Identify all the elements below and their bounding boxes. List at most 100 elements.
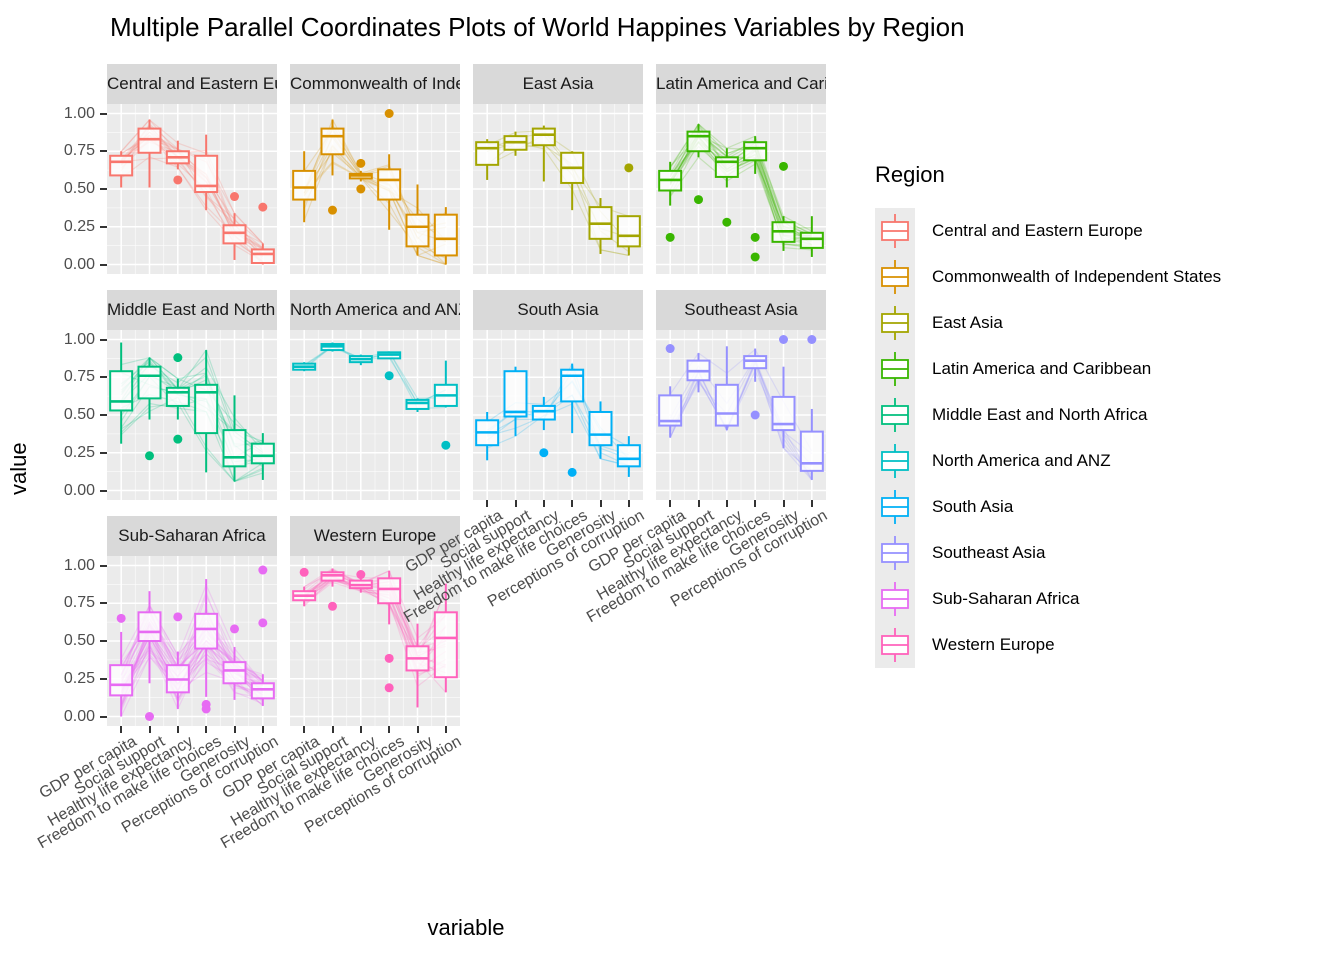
y-tick-label: 0.25 [63, 217, 95, 235]
parallel-coordinate-line [303, 577, 447, 688]
outlier-point [750, 410, 760, 420]
facet-strip-label: Middle East and North Africa [107, 300, 277, 319]
outlier-point [116, 613, 126, 623]
x-tick-mark [359, 726, 362, 733]
x-tick-mark [627, 500, 630, 507]
facet-strip-sub-saharan-africa: Sub-Saharan Africa [107, 516, 277, 556]
boxplot-box [194, 612, 219, 650]
x-tick-mark [444, 726, 447, 733]
y-tick-mark [100, 489, 107, 492]
boxplot-box [616, 215, 641, 248]
x-tick-mark [261, 726, 264, 733]
parallel-coordinate-line [120, 655, 264, 717]
parallel-coordinate-line [303, 162, 447, 266]
x-tick-mark [571, 500, 574, 507]
x-tick-mark [810, 500, 813, 507]
facet-strip-label: Commonwealth of Independent States [290, 74, 460, 93]
facet-panel-commonwealth-of-independent-states [290, 104, 460, 274]
parallel-coordinate-line [486, 394, 629, 466]
legend-entry-north-america-and-anz: North America and ANZ [875, 438, 1221, 484]
y-tick-mark [100, 564, 107, 567]
facet-panel-middle-east-and-north-africa [107, 330, 277, 500]
legend-label: Middle East and North Africa [932, 405, 1148, 424]
facet-strip-label: South Asia [517, 300, 599, 319]
outlier-point [539, 448, 549, 458]
y-tick-label: 0.75 [63, 142, 95, 160]
legend-key [875, 208, 915, 254]
outlier-point [665, 344, 675, 354]
legend-entry-south-asia: South Asia [875, 484, 1221, 530]
parallel-coordinate-line [669, 357, 813, 481]
y-tick-label: 1.00 [63, 556, 95, 574]
parallel-coordinate-line [669, 361, 813, 481]
legend-label: Sub-Saharan Africa [932, 589, 1080, 608]
outlier-point [384, 683, 394, 693]
parallel-coordinate-line [303, 148, 447, 257]
outlier-point [173, 612, 183, 622]
y-tick-label: 1.00 [63, 104, 95, 122]
x-tick-mark [542, 500, 545, 507]
legend-key [875, 438, 915, 484]
boxplot-box [503, 370, 528, 418]
boxplot-box [560, 368, 585, 403]
boxplot-box [433, 611, 458, 679]
boxplot-key-icon [881, 352, 909, 386]
legend-entry-sub-saharan-africa: Sub-Saharan Africa [875, 576, 1221, 622]
boxplot-box [588, 410, 613, 447]
outlier-point [356, 158, 366, 168]
boxplot-box [714, 383, 739, 427]
outlier-point [624, 163, 634, 173]
boxplot-box [137, 365, 162, 400]
legend-label: Latin America and Caribbean [932, 359, 1152, 378]
facet-strip-label: Southeast Asia [684, 300, 798, 319]
x-tick-mark [599, 500, 602, 507]
facet-strip-central-and-eastern-europe: Central and Eastern Europe [107, 64, 277, 104]
outlier-point [665, 232, 675, 242]
outlier-point [201, 704, 211, 714]
y-tick-mark [100, 263, 107, 266]
x-tick-mark [148, 726, 151, 733]
boxplot-box [109, 154, 134, 177]
x-tick-mark [782, 500, 785, 507]
boxplot-box [250, 442, 275, 465]
x-tick-mark [233, 726, 236, 733]
parallel-coordinate-line [120, 396, 264, 483]
x-tick-mark [205, 726, 208, 733]
boxplot-box [222, 224, 247, 245]
legend-entry-commonwealth-of-independent-states: Commonwealth of Independent States [875, 254, 1221, 300]
legend-entry-east-asia: East Asia [875, 300, 1221, 346]
legend-label: North America and ANZ [932, 451, 1111, 470]
parallel-coordinate-line [669, 368, 813, 467]
y-tick-label: 0.75 [63, 368, 95, 386]
legend-key [875, 392, 915, 438]
outlier-point [230, 624, 239, 634]
y-tick-mark [100, 677, 107, 680]
y-tick-mark [100, 451, 107, 454]
parallel-coordinate-line [487, 403, 629, 467]
parallel-coordinate-line [669, 362, 813, 472]
legend-label: Central and Eastern Europe [932, 221, 1143, 240]
facet-panel-south-asia [473, 330, 643, 500]
boxplot-key-icon [881, 260, 909, 294]
boxplot-box [292, 169, 317, 201]
facet-strip-south-asia: South Asia [473, 290, 643, 330]
facet-panel-central-and-eastern-europe [107, 104, 277, 274]
y-tick-mark [100, 640, 107, 642]
x-tick-mark [303, 726, 306, 733]
boxplot-box [743, 141, 768, 162]
boxplot-box [194, 154, 219, 194]
parallel-coordinate-line [120, 118, 264, 244]
outlier-point [258, 202, 268, 212]
facet-panel-southeast-asia [656, 330, 826, 500]
legend-key [875, 254, 915, 300]
facet-strip-north-america-and-anz: North America and ANZ [290, 290, 460, 330]
legend-title: Region [875, 162, 945, 187]
outlier-point [258, 618, 268, 628]
y-tick-label: 0.50 [63, 406, 95, 423]
boxplot-key-icon [881, 536, 909, 570]
facet-panel-north-america-and-anz [290, 330, 460, 500]
x-axis-title: variable [427, 915, 505, 940]
x-tick-mark [669, 500, 672, 507]
facet-panel-sub-saharan-africa [107, 556, 277, 726]
